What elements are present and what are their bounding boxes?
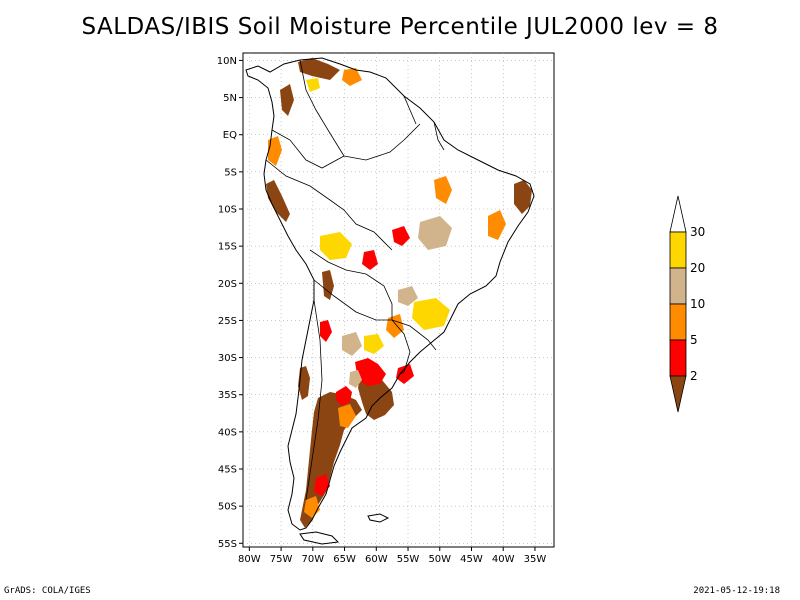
field-tan-central <box>349 370 362 388</box>
lat-tick-label: 15S <box>218 242 237 253</box>
colorbar-segment-below-2 <box>669 375 687 413</box>
field-uruguay-red <box>396 364 414 384</box>
field-cerrado-red-2 <box>362 250 378 270</box>
field-peru-brown <box>266 180 290 222</box>
lon-tick-label: 45W <box>460 554 483 565</box>
coastline-south-america <box>245 57 535 531</box>
country-borders <box>265 59 445 501</box>
footer-credit: GrADS: COLA/IGES <box>4 586 91 596</box>
field-se-brazil-gold <box>412 298 450 330</box>
lon-tick-label: 70W <box>302 554 325 565</box>
lon-tick-label: 40W <box>492 554 515 565</box>
colorbar-label: 30 <box>690 225 705 239</box>
field-cerrado-gold <box>320 232 352 260</box>
lat-tick-label: 20S <box>218 279 237 290</box>
map-title: SALDAS/IBIS Soil Moisture Percentile JUL… <box>81 14 719 40</box>
coastline-tierra-del-fuego <box>299 531 340 545</box>
field-amazon-orange <box>434 176 452 204</box>
field-cerrado-tan <box>418 216 452 250</box>
colorbar-segment <box>669 267 687 305</box>
field-ecuador-orange <box>268 136 282 166</box>
lon-tick-label: 80W <box>238 554 261 565</box>
lon-tick-label: 60W <box>365 554 388 565</box>
colorbar-label: 5 <box>690 333 698 347</box>
lat-tick-label: 50S <box>218 502 237 513</box>
colorbar-segment <box>669 303 687 341</box>
field-chaco-tan <box>342 332 362 356</box>
field-pampas-red <box>355 358 386 386</box>
lat-tick-label: 40S <box>218 427 237 438</box>
longitude-tick-labels: 80W 75W 70W 65W 60W 55W 50W 45W 40W 35W <box>238 547 546 565</box>
colorbar-segment-above-30 <box>669 195 687 233</box>
lat-tick-label: 25S <box>218 316 237 327</box>
lat-tick-label: 35S <box>218 390 237 401</box>
lat-tick-label: 10N <box>217 56 237 67</box>
lat-tick-label: 10S <box>218 205 237 216</box>
field-patagonia-red <box>314 474 330 496</box>
colorbar-segment <box>669 339 687 377</box>
lat-tick-label: 45S <box>218 465 237 476</box>
field-se-brazil-tan <box>398 286 418 306</box>
field-central-red <box>336 386 352 406</box>
field-gold-north <box>306 78 320 92</box>
latitude-tick-labels: 10N 5N EQ 5S 10S 15S 20S 25S 30S 35S 40S 45S 50S 55S <box>217 56 243 550</box>
field-andes-brown <box>322 270 334 300</box>
lon-tick-label: 50W <box>428 554 451 565</box>
colorbar-label: 20 <box>690 261 705 275</box>
colorbar-label: 10 <box>690 297 705 311</box>
soil-moisture-fields <box>266 58 532 528</box>
field-andes-red <box>320 320 332 342</box>
colorbar-segment <box>669 231 687 269</box>
field-ne-brazil-brown <box>514 180 532 214</box>
field-venezuela-brown <box>298 58 340 80</box>
lon-tick-label: 65W <box>333 554 356 565</box>
colorbar-label: 2 <box>690 369 698 383</box>
colorbar: 30 20 10 5 2 <box>669 195 705 413</box>
lon-tick-label: 75W <box>270 554 293 565</box>
field-orange-central <box>338 404 356 428</box>
lat-tick-label: 5S <box>224 167 237 178</box>
lat-tick-label: 30S <box>218 353 237 364</box>
field-chaco-gold <box>364 334 384 354</box>
lat-tick-label: EQ <box>223 130 237 141</box>
lon-tick-label: 55W <box>397 554 420 565</box>
lat-tick-label: 5N <box>223 93 237 104</box>
footer-timestamp: 2021-05-12-19:18 <box>693 586 780 596</box>
lat-tick-label: 55S <box>218 539 237 550</box>
field-cerrado-red <box>392 226 410 246</box>
field-ne-brazil-orange <box>488 210 506 240</box>
field-colombia-brown <box>280 84 294 116</box>
field-venezuela-orange <box>342 68 362 86</box>
coastline-falklands <box>367 513 390 523</box>
lon-tick-label: 35W <box>524 554 547 565</box>
